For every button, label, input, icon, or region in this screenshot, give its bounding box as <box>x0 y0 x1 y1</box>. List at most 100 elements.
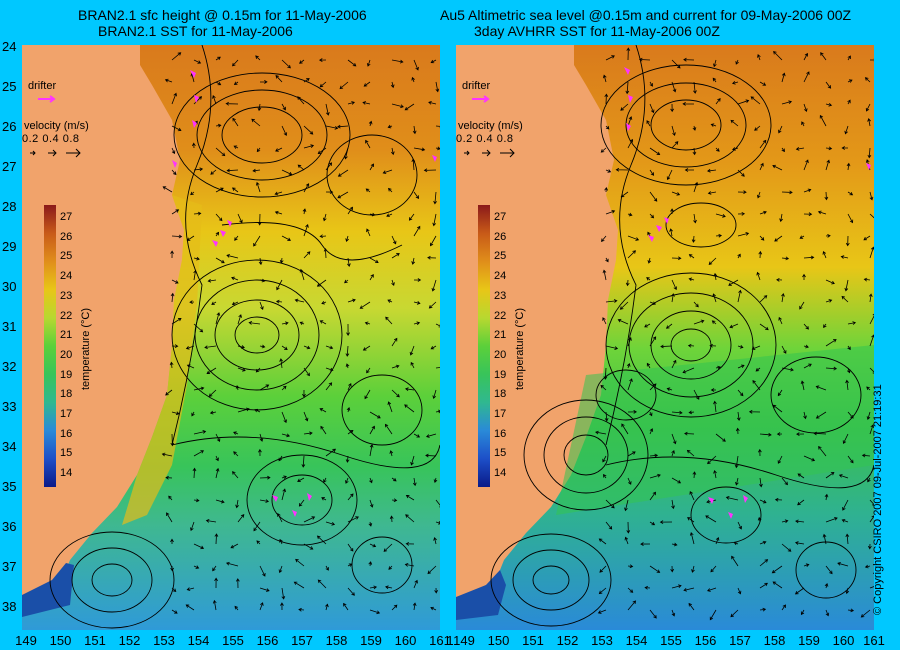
current-arrow <box>772 404 783 413</box>
current-arrow <box>369 609 381 615</box>
current-arrow <box>281 411 287 424</box>
current-arrow <box>405 495 415 501</box>
current-arrow <box>752 379 761 391</box>
current-arrow <box>404 387 415 392</box>
current-arrow <box>226 561 239 567</box>
current-arrow <box>215 81 222 86</box>
current-arrow <box>781 604 787 611</box>
current-arrow <box>693 81 697 94</box>
current-arrow <box>193 565 200 569</box>
current-arrow <box>205 518 217 523</box>
current-arrow <box>868 293 873 303</box>
ocean-sst <box>456 45 874 630</box>
y-tick-label: 34 <box>2 439 17 454</box>
current-arrow <box>803 103 808 113</box>
current-arrow <box>430 345 437 350</box>
current-arrow <box>391 253 400 259</box>
current-arrow <box>215 231 220 237</box>
current-arrow <box>627 564 634 569</box>
current-arrow <box>813 431 827 436</box>
current-arrow <box>649 411 653 417</box>
current-arrow <box>759 540 767 545</box>
current-arrow <box>369 425 375 435</box>
current-arrow <box>605 125 610 130</box>
current-arrow <box>325 448 337 457</box>
current-arrow <box>626 47 631 61</box>
current-arrow <box>317 579 327 589</box>
current-arrow <box>209 410 217 415</box>
current-arrow <box>649 169 655 176</box>
current-arrow <box>215 499 225 504</box>
current-arrow <box>759 81 767 86</box>
current-arrow <box>734 455 739 469</box>
current-arrow <box>755 367 761 372</box>
current-arrow <box>627 587 634 593</box>
current-arrow <box>433 477 438 484</box>
current-arrow <box>620 191 629 198</box>
current-arrow <box>795 519 805 524</box>
current-arrow <box>235 385 240 391</box>
current-arrow <box>825 146 833 151</box>
current-arrow <box>671 191 681 196</box>
sst-map-right <box>456 45 874 630</box>
current-arrow <box>193 430 207 435</box>
current-arrow <box>682 102 695 106</box>
current-arrow <box>369 543 377 548</box>
current-arrow <box>688 277 695 282</box>
map-panel-right: drifter velocity (m/s) 0.2 0.4 0.8 27 26 2… <box>456 45 874 630</box>
current-arrow <box>435 409 440 414</box>
current-arrow <box>325 521 336 526</box>
current-arrow <box>737 190 747 195</box>
current-arrow <box>692 147 697 156</box>
current-arrow <box>666 387 673 392</box>
current-arrow <box>708 257 717 265</box>
current-arrow <box>325 162 333 171</box>
x-tick-label: 155 <box>222 633 244 648</box>
coastal-warm-tongue <box>122 195 202 525</box>
current-arrow <box>232 471 239 479</box>
colorbar-tick: 25 <box>60 250 73 263</box>
current-arrow <box>384 423 393 435</box>
current-arrow <box>193 269 198 281</box>
current-arrow <box>369 585 378 590</box>
cold-patch <box>22 563 74 617</box>
current-arrow <box>671 499 675 510</box>
current-arrow <box>649 301 657 305</box>
current-arrow <box>687 343 695 348</box>
current-arrow <box>234 235 239 241</box>
green-band <box>556 345 874 515</box>
current-arrow <box>433 191 438 205</box>
current-arrow <box>842 433 849 445</box>
x-tick-label: 150 <box>487 633 510 648</box>
current-arrow <box>710 123 717 127</box>
colorbar-tick: 15 <box>60 447 73 460</box>
current-arrow <box>171 147 176 155</box>
current-arrow <box>682 367 695 374</box>
y-tick-label: 32 <box>2 359 17 374</box>
current-arrow <box>847 608 855 613</box>
current-arrow <box>405 514 415 523</box>
current-arrow <box>303 543 314 550</box>
current-arrow <box>391 337 398 347</box>
current-arrow <box>825 366 838 371</box>
current-arrow <box>428 301 437 309</box>
current-arrow <box>869 58 874 62</box>
current-arrow <box>649 103 655 114</box>
current-arrow <box>215 147 226 157</box>
current-arrow <box>838 474 849 479</box>
current-arrow <box>825 159 831 171</box>
current-arrow <box>390 81 395 89</box>
colorbar-tick: 24 <box>60 270 73 283</box>
current-arrow <box>649 473 661 479</box>
left-title-line2: BRAN2.1 SST for 11-May-2006 <box>98 23 293 39</box>
current-arrow <box>600 147 607 153</box>
colorbar-title-left: temperature (°C) <box>80 307 92 390</box>
current-arrow <box>649 81 653 87</box>
current-arrow <box>323 247 328 259</box>
current-arrow <box>259 301 264 311</box>
current-arrow <box>277 513 283 523</box>
current-arrow <box>423 168 437 173</box>
current-arrow <box>369 212 376 217</box>
current-arrow <box>627 235 640 241</box>
current-arrow <box>391 604 398 611</box>
